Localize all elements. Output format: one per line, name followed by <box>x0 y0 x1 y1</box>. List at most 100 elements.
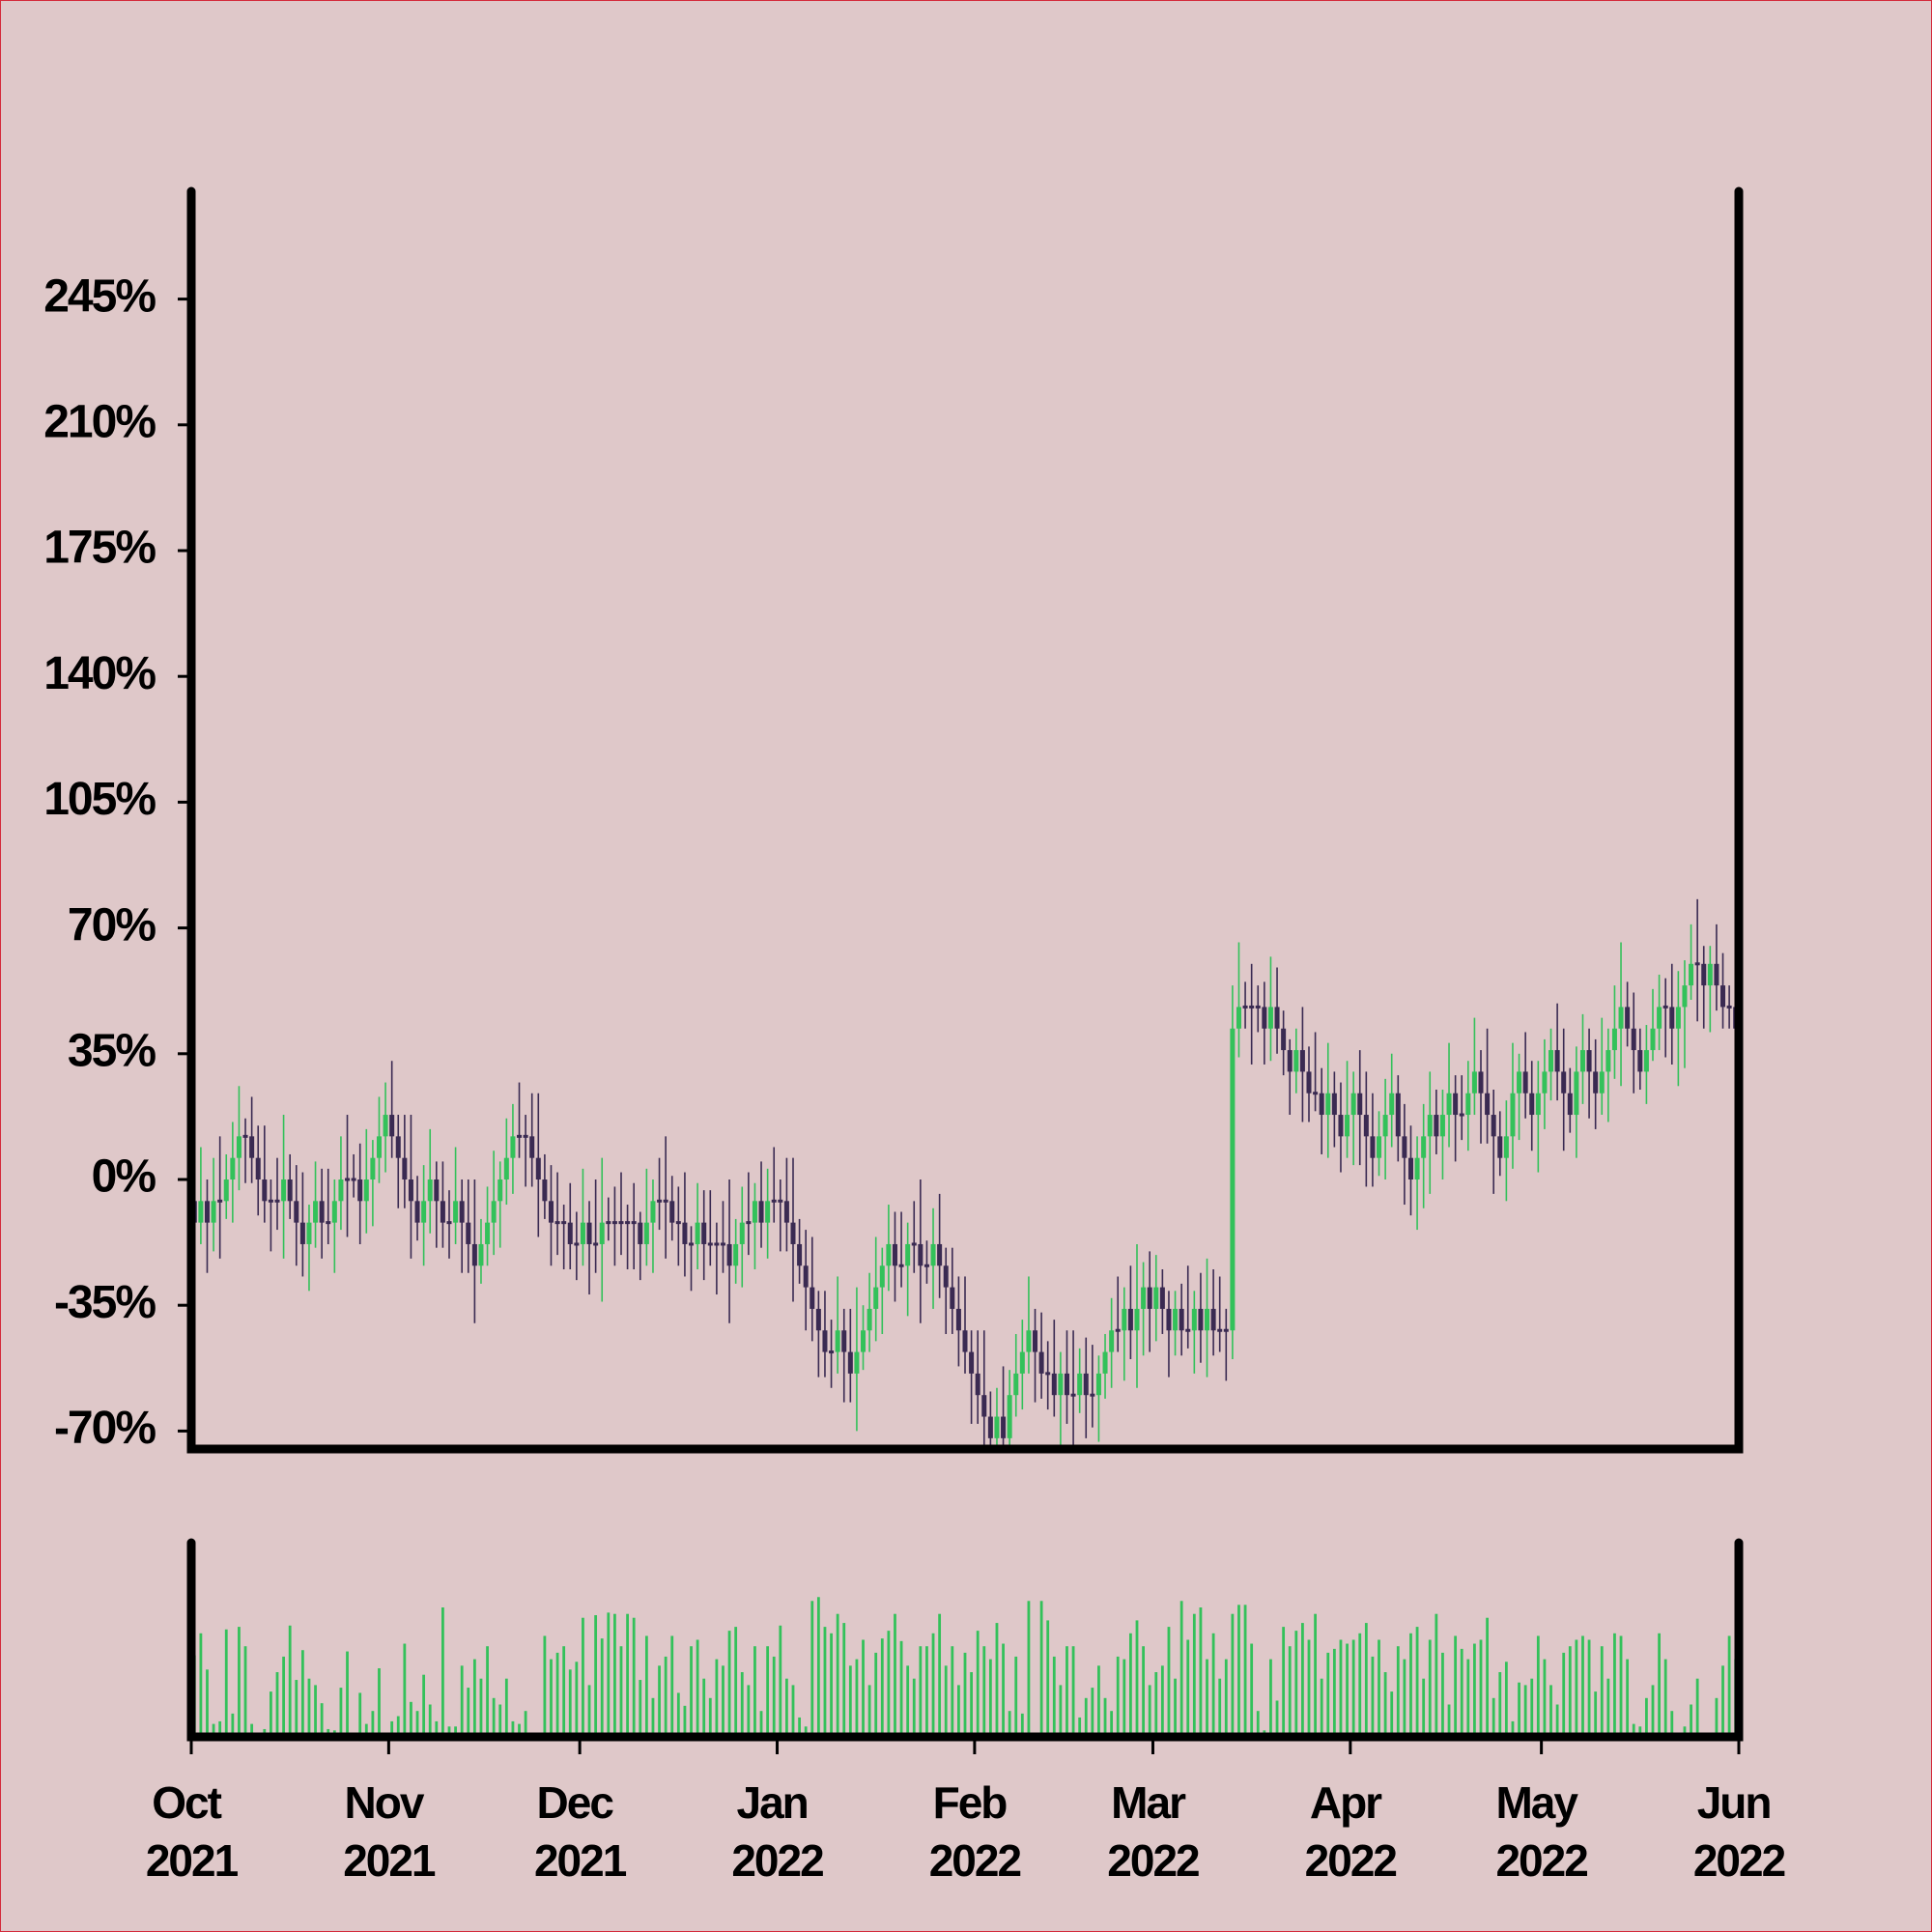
plot-area <box>191 898 1739 1737</box>
volume-bar <box>772 1656 776 1737</box>
candle-body <box>255 1157 261 1179</box>
volume-bar <box>1632 1723 1635 1737</box>
volume-bar <box>919 1646 923 1737</box>
candle-body <box>1503 1136 1509 1158</box>
candle-body <box>326 1221 331 1225</box>
volume-bar <box>1504 1662 1508 1737</box>
volume-bar <box>658 1665 661 1737</box>
volume-spines <box>186 1538 1744 1742</box>
candle-body <box>383 1115 388 1137</box>
candle-body <box>707 1242 713 1246</box>
candle-body <box>211 1201 216 1223</box>
candle-body <box>1122 1308 1127 1331</box>
candle-body <box>758 1201 764 1223</box>
volume-bar <box>1422 1678 1426 1737</box>
volume-bar <box>1046 1620 1050 1737</box>
candle-body <box>1350 1093 1356 1116</box>
candle-body <box>198 1201 204 1223</box>
candle-body <box>873 1287 879 1309</box>
candle-body <box>1542 1071 1548 1094</box>
volume-bar <box>982 1646 986 1737</box>
volume-bar <box>1346 1643 1349 1737</box>
candle-body <box>294 1201 299 1223</box>
candle-body <box>746 1221 752 1225</box>
volume-bar <box>855 1659 859 1737</box>
x-tick-label: Feb 2022 <box>929 1777 1021 1886</box>
candle-body <box>1599 1071 1605 1094</box>
candle-body <box>1650 1028 1656 1051</box>
candle-body <box>1439 1115 1445 1137</box>
volume-bar <box>894 1613 896 1737</box>
volume-bar <box>912 1678 916 1737</box>
candle-body <box>790 1222 796 1244</box>
candle-body <box>695 1222 700 1244</box>
candle-body <box>611 1221 617 1225</box>
volume-bar <box>1339 1639 1343 1737</box>
volume-bar <box>970 1672 973 1737</box>
candle-body <box>313 1201 319 1223</box>
candle-body <box>535 1157 541 1179</box>
volume-bar <box>1441 1652 1444 1737</box>
candle-body <box>395 1136 401 1158</box>
volume-bar <box>867 1685 871 1737</box>
volume-bar <box>1562 1652 1566 1737</box>
candle-body <box>1070 1393 1076 1397</box>
candle-body <box>663 1199 668 1203</box>
volume-bar <box>288 1625 292 1737</box>
volume-bar <box>218 1720 222 1737</box>
candle-body <box>886 1243 892 1266</box>
candle-body <box>771 1199 777 1203</box>
volume-bar <box>199 1633 203 1737</box>
volume-bar <box>1473 1643 1476 1737</box>
candle-body <box>847 1351 853 1374</box>
candle-body <box>1548 1050 1554 1072</box>
candle-body <box>815 1308 821 1331</box>
volume-bar <box>607 1612 611 1737</box>
candle-body <box>1001 1416 1007 1438</box>
volume-bar <box>1014 1656 1018 1737</box>
volume-bar <box>518 1723 521 1737</box>
candle-body <box>523 1134 528 1138</box>
candle-body <box>1026 1330 1032 1352</box>
candle-body <box>1095 1373 1101 1396</box>
y-tick-label: 210% <box>43 396 156 447</box>
volume-bar <box>243 1646 247 1737</box>
candle-body <box>421 1201 427 1223</box>
volume-bar <box>562 1646 566 1737</box>
candle-body <box>510 1136 516 1158</box>
volume-bar <box>1307 1639 1311 1737</box>
candle-body <box>1331 1093 1337 1116</box>
candle-body <box>414 1201 420 1223</box>
candle-body <box>994 1416 1000 1438</box>
volume-bar <box>1110 1711 1114 1737</box>
candle-body <box>829 1350 835 1354</box>
volume-bar <box>1727 1635 1731 1737</box>
volume-bar <box>887 1631 891 1737</box>
candle-body <box>682 1222 688 1244</box>
y-tick-label: 245% <box>43 270 156 322</box>
volume-bar <box>1206 1659 1208 1737</box>
candle-body <box>835 1330 840 1352</box>
candle-body <box>478 1243 484 1266</box>
volume-bar <box>823 1627 827 1737</box>
volume-bar <box>575 1662 579 1737</box>
volume-bar <box>1020 1713 1024 1737</box>
candle-body <box>1611 1028 1617 1051</box>
candle-body <box>306 1222 312 1244</box>
candle-body <box>1249 1005 1255 1009</box>
candle-body <box>981 1395 987 1417</box>
candle-body <box>370 1157 376 1179</box>
candle-body <box>689 1242 695 1246</box>
candle-body <box>879 1265 885 1288</box>
volume-bar <box>300 1650 304 1737</box>
candle-body <box>217 1199 223 1203</box>
volume-bar <box>810 1601 814 1737</box>
candle-body <box>1179 1308 1184 1331</box>
candle-body <box>1299 1050 1305 1072</box>
volume-bar <box>816 1597 820 1737</box>
candle-body <box>1198 1308 1204 1331</box>
volume-bar <box>1492 1697 1495 1737</box>
volume-bar <box>1314 1613 1317 1737</box>
volume-bar <box>1651 1685 1655 1737</box>
candle-body <box>542 1179 548 1202</box>
